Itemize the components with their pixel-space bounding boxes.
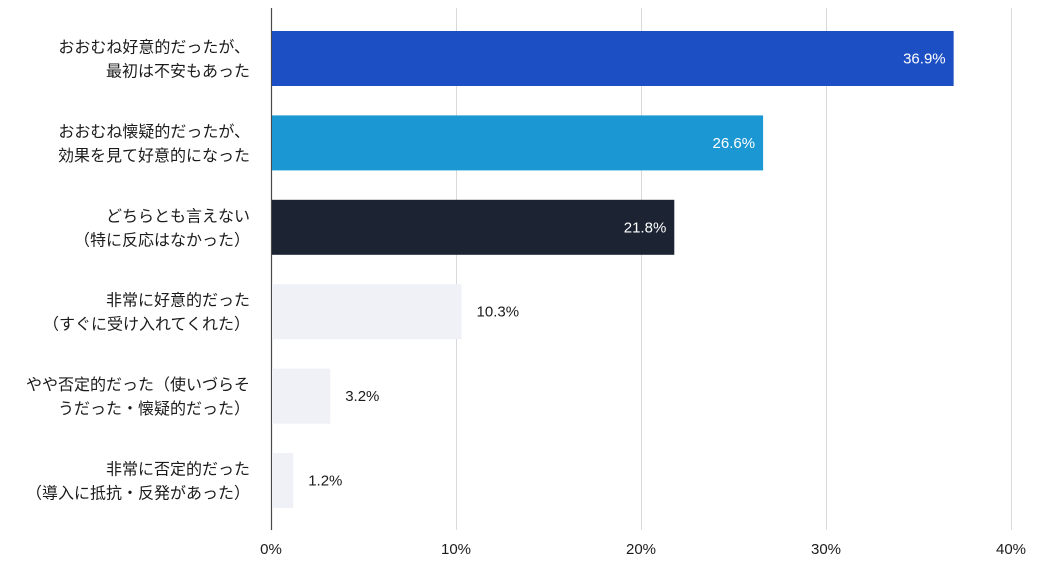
data-label: 10.3% <box>477 304 520 321</box>
category-label: おおむね好意的だったが、 <box>58 38 250 57</box>
x-tick-label: 30% <box>811 541 841 558</box>
category-label: （すぐに受け入れてくれた） <box>43 315 250 334</box>
gridlines <box>270 8 1012 530</box>
data-label: 1.2% <box>308 473 342 490</box>
category-label: どちらとも言えない <box>106 206 250 225</box>
data-label: 3.2% <box>345 388 379 405</box>
x-tick-label: 10% <box>441 541 471 558</box>
x-tick-label: 0% <box>260 541 282 558</box>
bar <box>272 115 764 171</box>
data-label: 26.6% <box>713 135 756 152</box>
bar <box>272 368 331 424</box>
category-label: 非常に好意的だった <box>106 291 250 310</box>
category-label: 効果を見て好意的になった <box>58 146 250 165</box>
bar <box>272 284 462 340</box>
x-tick-label: 40% <box>996 541 1026 558</box>
category-label: おおむね懐疑的だったが、 <box>58 122 250 141</box>
bar <box>272 199 675 255</box>
data-label: 21.8% <box>624 219 667 236</box>
x-tick-label: 20% <box>626 541 656 558</box>
x-axis: 0% 10% 20% 30% 40% <box>260 541 1026 558</box>
category-label: うだった・懐疑的だった） <box>58 399 250 418</box>
category-label: 最初は不安もあった <box>106 62 250 81</box>
category-label: 非常に否定的だった <box>106 460 250 479</box>
bars: 36.9% 26.6% 21.8% 10.3% 3.2% 1.2% <box>272 31 954 508</box>
data-label: 36.9% <box>903 51 946 68</box>
category-label: （導入に抵抗・反発があった） <box>26 484 250 503</box>
category-labels: おおむね好意的だったが、最初は不安もあったおおむね懐疑的だったが、効果を見て好意… <box>26 38 250 503</box>
bar <box>272 31 954 86</box>
bar <box>272 453 294 508</box>
category-label: （特に反応はなかった） <box>74 230 250 249</box>
category-label: やや否定的だった（使いづらそ <box>26 375 250 394</box>
